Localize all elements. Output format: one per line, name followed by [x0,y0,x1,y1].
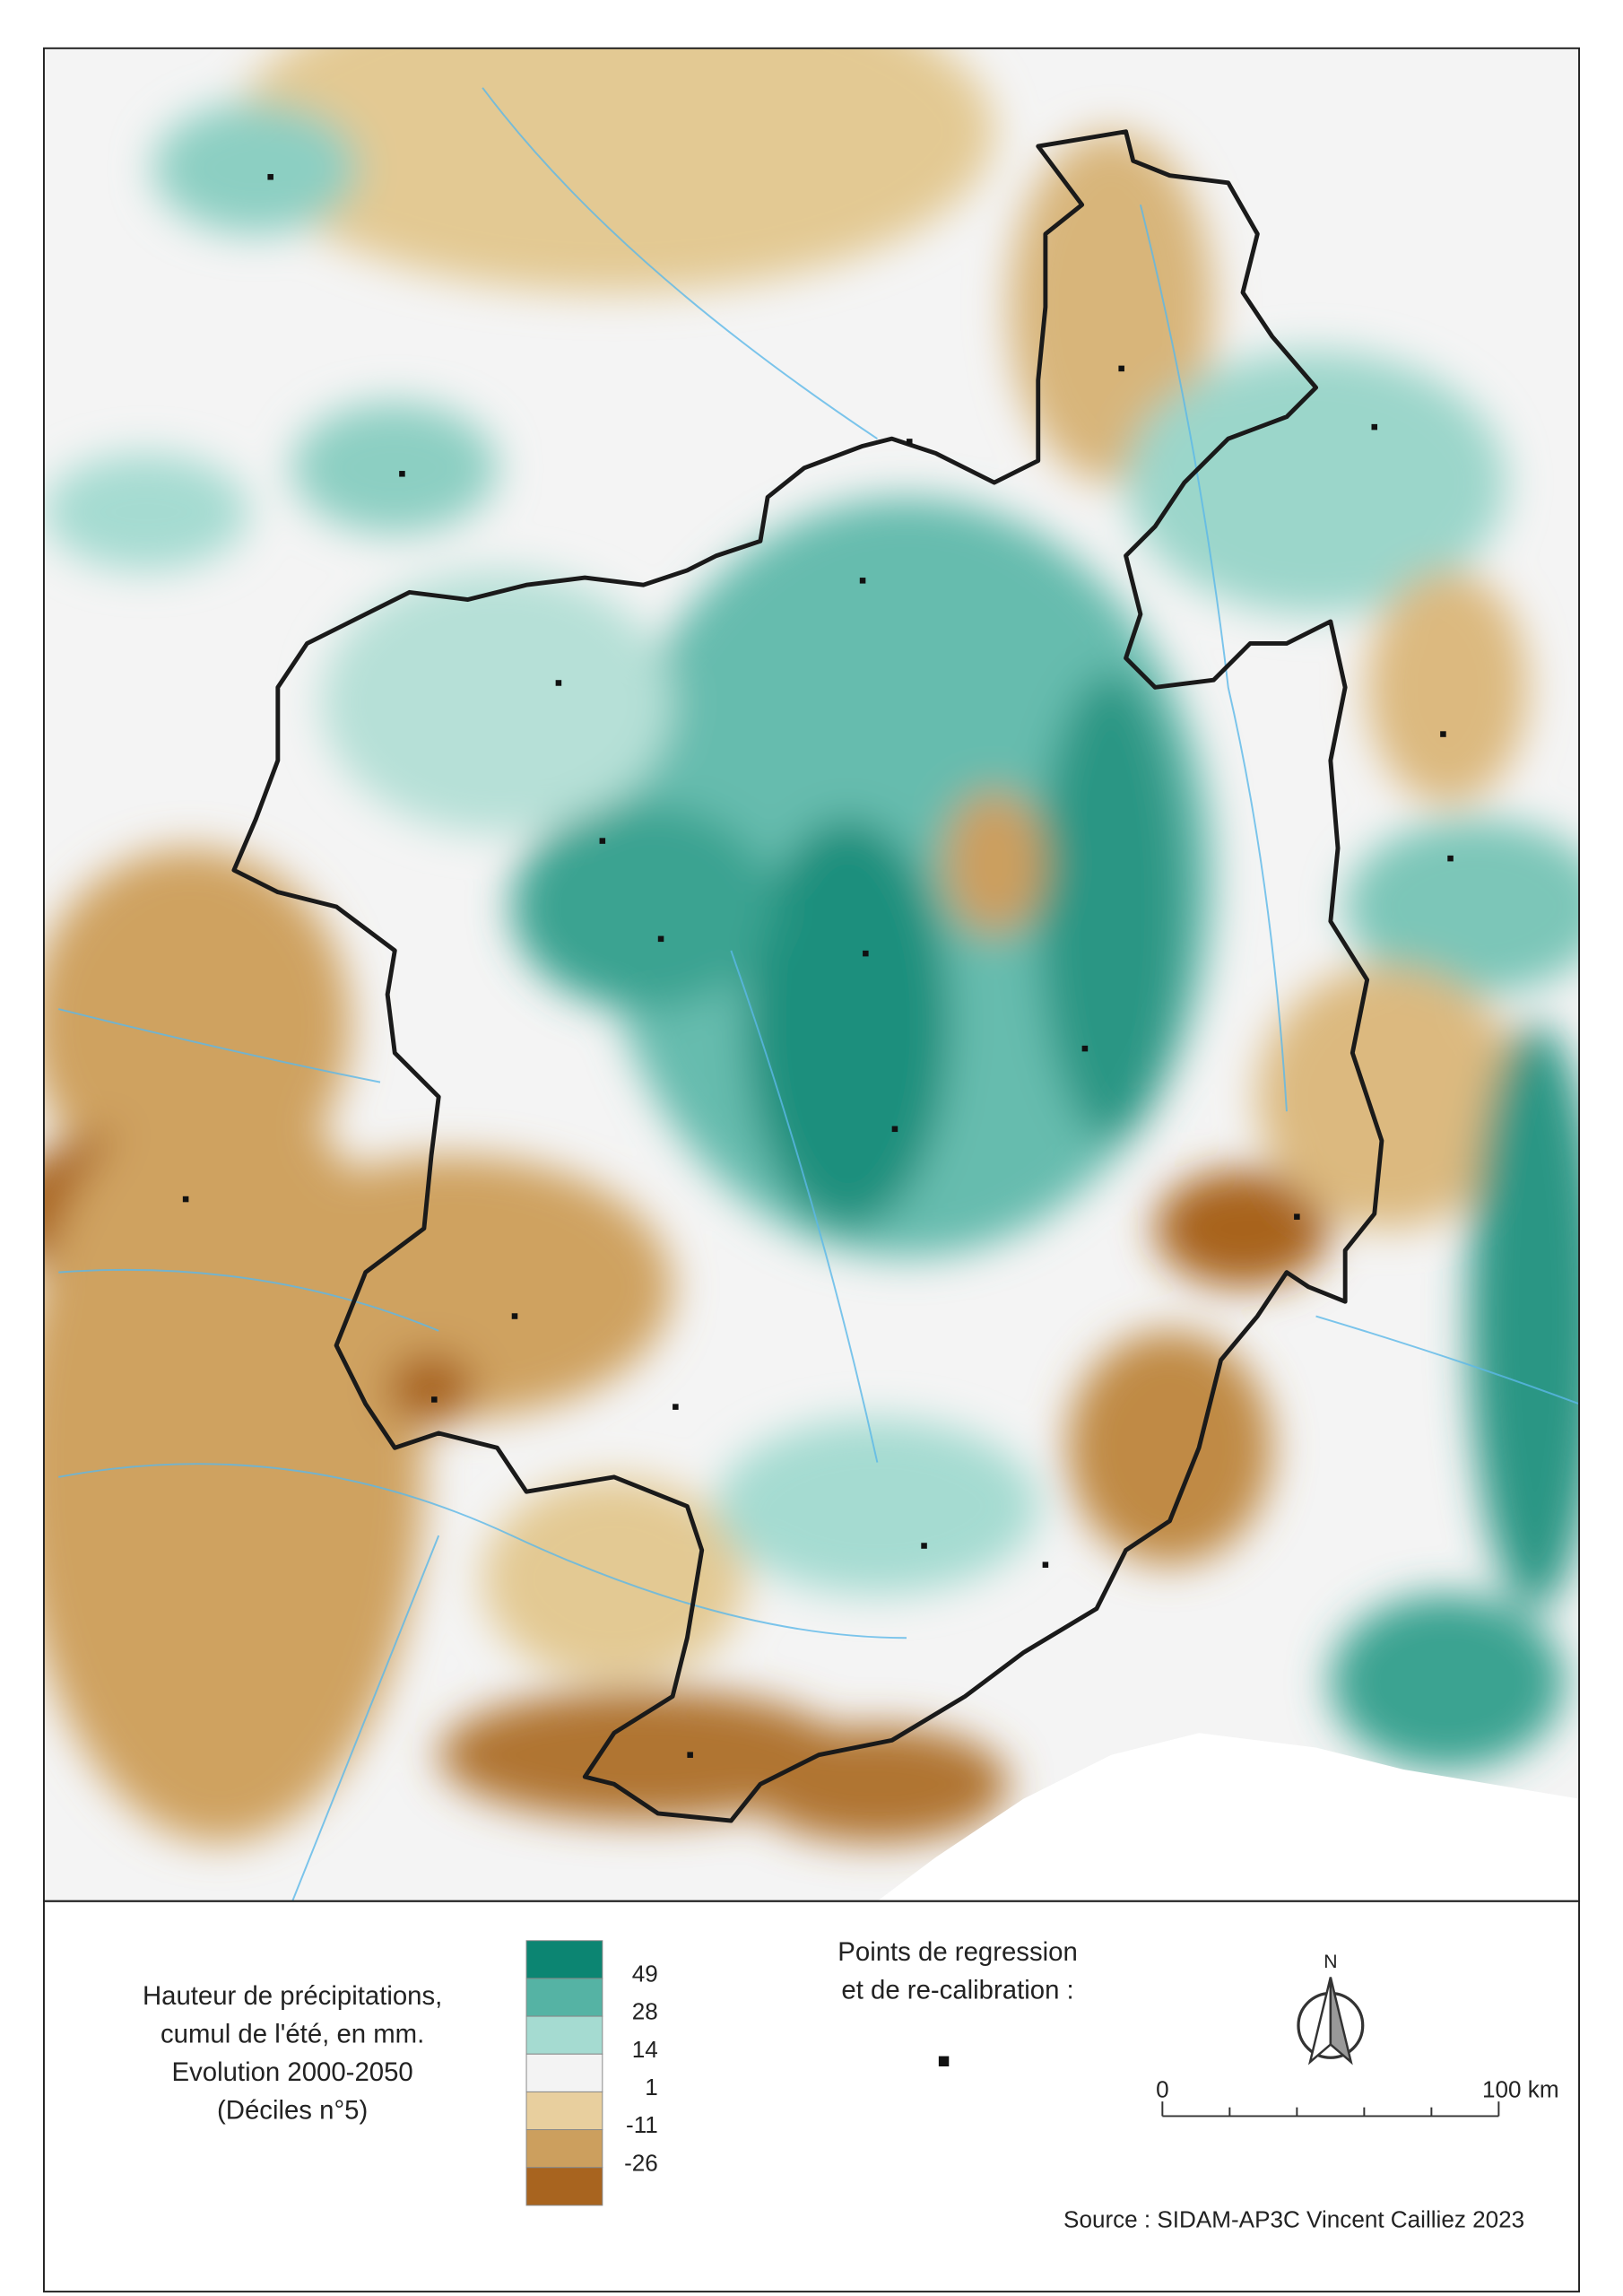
legend-title: Hauteur de précipitations, [143,1981,442,2011]
legend-swatch [525,2129,603,2169]
source: Source : SIDAM-AP3C Vincent Cailliez 202… [1063,2206,1524,2233]
legend-title: cumul de l'été, en mm. [161,2020,424,2049]
scale-end: 100 km [1482,2076,1559,2103]
scale-bar [1161,2101,1500,2118]
legend-break: -11 [626,2111,658,2138]
points-title: et de re-calibration : [841,1976,1073,2005]
points-title: Points de regression [838,1937,1078,1967]
sea [877,1733,1580,1901]
region-outline [231,129,1384,1823]
legend-swatch [525,1978,603,2017]
points-symbol [938,2056,950,2066]
north-arrow: N [1297,1952,1365,2066]
north-label: N [1324,1952,1337,1972]
map [43,48,1580,1901]
regression-points [182,174,1454,1758]
scale-start: 0 [1156,2076,1169,2103]
rivers [58,87,1580,1901]
legend-frame [42,1900,1581,2293]
legend-break: -26 [624,2149,658,2176]
legend-break: 14 [632,2036,658,2063]
legend-swatch [525,2015,603,2055]
legend-swatch [525,1940,603,1979]
legend-swatch [525,2091,603,2131]
north-arrow-right [1329,1977,1353,2066]
legend-break: 1 [645,2074,658,2100]
legend: Hauteur de précipitations, cumul de l'été… [143,1940,658,2206]
legend-title: (Déciles n°5) [217,2095,368,2125]
legend-swatch [525,2053,603,2092]
legend-swatch [525,2167,603,2206]
legend-break: 28 [632,1998,658,2025]
legend-title: Evolution 2000-2050 [172,2057,413,2087]
legend-break: 49 [632,1961,658,1987]
